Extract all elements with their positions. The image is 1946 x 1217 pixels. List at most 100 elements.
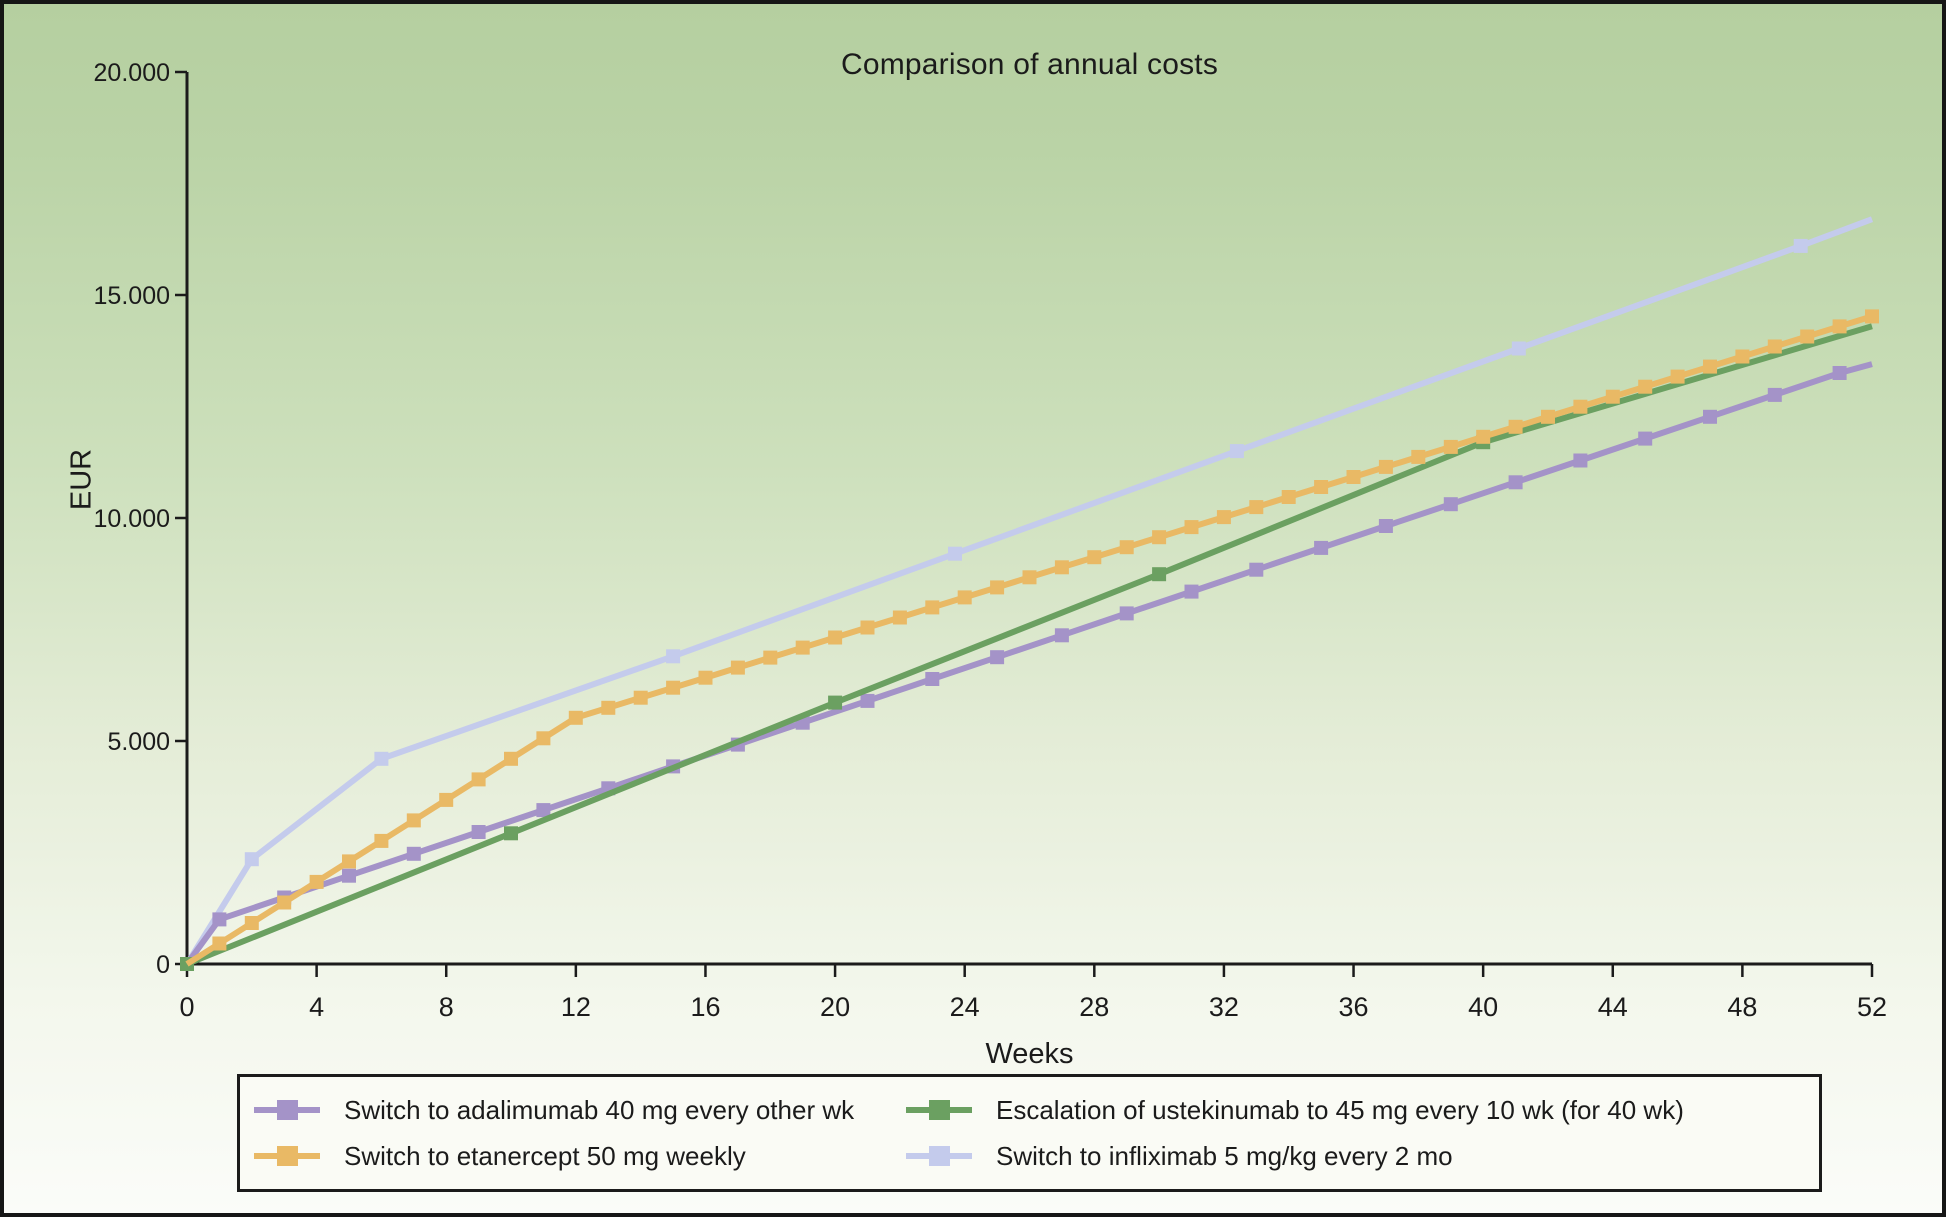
data-point-etanercept [925, 600, 940, 615]
data-point-adalimumab [1184, 584, 1199, 599]
data-point-adalimumab [1767, 387, 1782, 402]
data-point-etanercept [1346, 470, 1361, 484]
data-point-adalimumab [1119, 606, 1134, 621]
x-tick-label: 4 [309, 992, 324, 1022]
data-point-etanercept [957, 590, 972, 605]
data-point-etanercept [633, 690, 648, 705]
data-point-ustekinumab [1152, 567, 1167, 582]
data-point-ustekinumab [504, 826, 518, 841]
data-point-etanercept [666, 680, 681, 695]
data-point-etanercept [1087, 550, 1102, 565]
data-point-etanercept [1378, 459, 1393, 474]
data-point-etanercept [1184, 520, 1199, 535]
data-point-etanercept [439, 792, 454, 807]
x-tick-label: 24 [950, 992, 980, 1022]
data-point-etanercept [1152, 530, 1167, 545]
data-point-etanercept [763, 650, 778, 665]
data-point-etanercept [1314, 480, 1329, 494]
y-tick-label: 15.000 [94, 282, 170, 310]
data-point-etanercept [1054, 560, 1069, 575]
data-point-etanercept [406, 813, 421, 828]
legend-item-infliximab: Switch to infliximab 5 mg/kg every 2 mo [906, 1141, 1819, 1172]
data-point-etanercept [1476, 429, 1491, 444]
infliximab-legend-marker-icon [906, 1146, 972, 1166]
data-point-etanercept [1865, 309, 1879, 324]
data-point-etanercept [244, 916, 259, 930]
data-point-adalimumab [1378, 519, 1393, 533]
data-point-etanercept [1411, 449, 1426, 464]
data-point-adalimumab [536, 803, 551, 818]
legend-item-ustekinumab: Escalation of ustekinumab to 45 mg every… [906, 1095, 1819, 1126]
data-point-etanercept [504, 751, 518, 766]
y-tick-label: 0 [156, 951, 170, 979]
data-point-etanercept [1022, 570, 1037, 585]
series-adalimumab [184, 361, 1873, 966]
data-point-etanercept [471, 772, 486, 787]
series-infliximab [184, 216, 1874, 966]
legend: Switch to adalimumab 40 mg every other w… [237, 1074, 1822, 1192]
data-point-etanercept [1670, 369, 1685, 384]
chart-title: Comparison of annual costs [840, 48, 1219, 81]
data-point-etanercept [1281, 490, 1296, 504]
legend-label-adalimumab: Switch to adalimumab 40 mg every other w… [344, 1094, 855, 1125]
data-point-etanercept [277, 895, 292, 910]
data-point-infliximab [666, 649, 681, 664]
legend-item-adalimumab: Switch to adalimumab 40 mg every other w… [254, 1095, 906, 1126]
etanercept-legend-marker-icon [254, 1146, 320, 1166]
data-point-etanercept [342, 854, 356, 869]
adalimumab-legend-marker-icon [254, 1100, 320, 1120]
data-point-etanercept [1249, 500, 1264, 515]
data-point-etanercept [1735, 349, 1750, 364]
data-point-etanercept [828, 630, 843, 645]
x-tick-label: 36 [1339, 992, 1369, 1022]
data-point-etanercept [1605, 389, 1620, 404]
data-point-ustekinumab [828, 695, 843, 710]
data-point-etanercept [1508, 419, 1523, 434]
data-point-etanercept [212, 936, 227, 951]
data-point-etanercept [990, 580, 1005, 595]
data-point-etanercept [1443, 439, 1458, 454]
data-point-etanercept [860, 620, 875, 635]
x-tick-label: 8 [439, 992, 454, 1022]
data-point-infliximab [1511, 341, 1526, 356]
data-point-adalimumab [925, 672, 940, 686]
data-point-etanercept [1703, 359, 1717, 374]
x-tick-label: 16 [690, 992, 720, 1022]
data-point-etanercept [1800, 329, 1815, 344]
x-tick-label: 0 [179, 992, 194, 1022]
data-point-etanercept [309, 874, 324, 889]
data-point-adalimumab [342, 868, 356, 883]
data-point-adalimumab [1703, 409, 1717, 424]
x-tick-label: 48 [1727, 992, 1757, 1022]
x-tick-label: 20 [820, 992, 850, 1022]
data-point-etanercept [1216, 510, 1231, 525]
data-point-infliximab [374, 751, 389, 766]
x-tick-label: 40 [1468, 992, 1498, 1022]
x-tick-label: 44 [1598, 992, 1628, 1022]
x-tick-label: 32 [1209, 992, 1239, 1022]
data-point-adalimumab [1638, 431, 1653, 446]
data-point-etanercept [1832, 319, 1847, 334]
data-point-adalimumab [1508, 475, 1523, 490]
data-point-etanercept [1541, 409, 1555, 424]
data-point-etanercept [892, 610, 907, 625]
y-tick-label: 20.000 [94, 59, 170, 87]
data-point-adalimumab [1443, 497, 1458, 512]
x-tick-label: 12 [561, 992, 591, 1022]
data-point-adalimumab [1314, 540, 1329, 555]
legend-label-infliximab: Switch to infliximab 5 mg/kg every 2 mo [996, 1140, 1453, 1171]
data-point-adalimumab [1054, 628, 1069, 643]
data-point-infliximab [948, 546, 962, 561]
data-point-etanercept [1119, 540, 1134, 555]
data-point-adalimumab [1832, 366, 1847, 380]
data-point-infliximab [244, 852, 259, 867]
data-point-adalimumab [471, 825, 486, 839]
data-point-adalimumab [1573, 453, 1588, 468]
data-point-infliximab [1793, 238, 1808, 253]
data-point-adalimumab [860, 693, 875, 708]
data-point-adalimumab [406, 846, 421, 861]
legend-label-ustekinumab: Escalation of ustekinumab to 45 mg every… [996, 1094, 1684, 1125]
x-axis-label: Weeks [985, 1038, 1074, 1070]
